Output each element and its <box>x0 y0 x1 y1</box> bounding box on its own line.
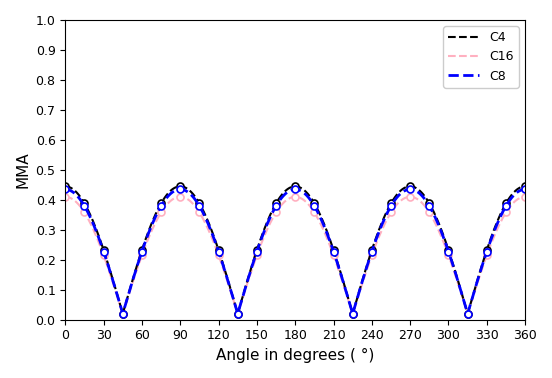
Line: C4: C4 <box>65 186 525 314</box>
C8 <box>62 187 68 192</box>
C4 <box>379 220 385 225</box>
C4 <box>183 186 190 191</box>
Legend: C4, C16, C8: C4, C16, C8 <box>443 26 519 88</box>
C8 <box>119 311 126 316</box>
C8 <box>163 195 170 200</box>
C8 <box>183 189 190 194</box>
C4 <box>62 184 68 189</box>
C16 <box>163 202 170 207</box>
C16 <box>522 195 528 199</box>
C16 <box>62 195 68 199</box>
C8 <box>379 222 385 226</box>
Line: C16: C16 <box>65 197 525 314</box>
C4 <box>480 258 487 262</box>
C16 <box>333 262 340 266</box>
Y-axis label: MMA: MMA <box>15 152 30 188</box>
C8 <box>522 187 528 192</box>
C8 <box>289 187 295 192</box>
Line: C8: C8 <box>65 189 525 314</box>
C4 <box>522 184 528 189</box>
C8 <box>333 259 340 263</box>
C16 <box>480 262 487 266</box>
C4 <box>289 184 295 189</box>
C4 <box>163 192 170 197</box>
C16 <box>119 311 126 316</box>
C8 <box>480 259 487 263</box>
C4 <box>333 258 340 262</box>
C16 <box>289 195 295 200</box>
X-axis label: Angle in degrees ( °): Angle in degrees ( °) <box>216 348 374 363</box>
C16 <box>183 196 190 201</box>
C4 <box>119 311 126 316</box>
C16 <box>379 227 385 232</box>
